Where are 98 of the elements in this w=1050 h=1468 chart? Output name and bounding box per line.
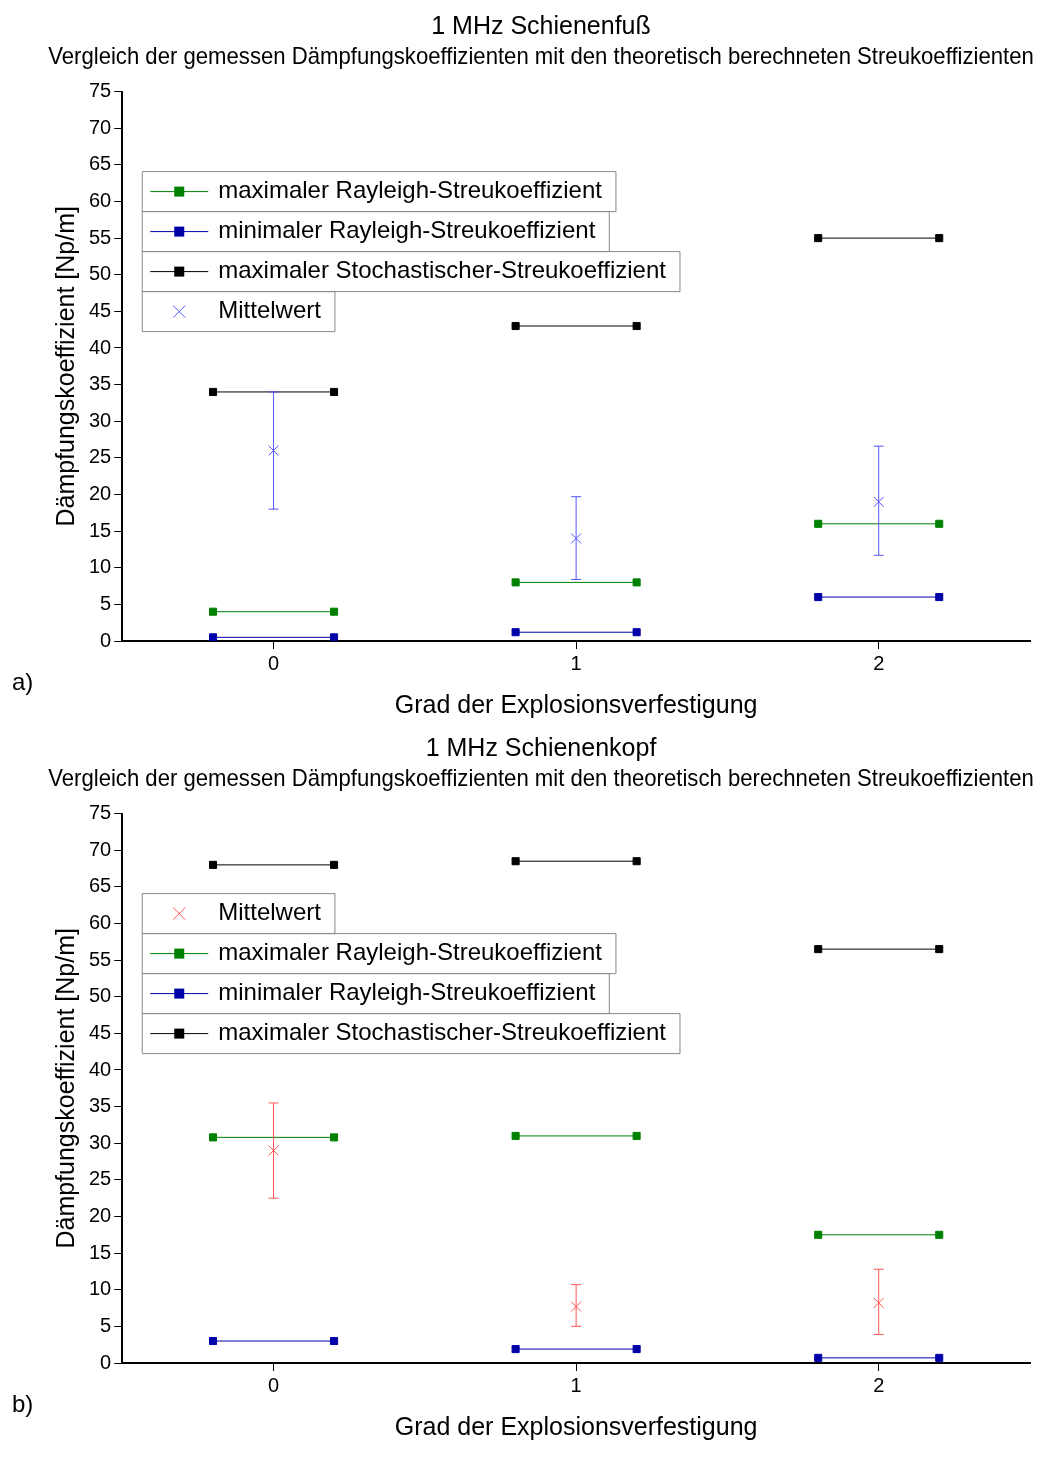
point [814, 593, 823, 602]
y-tick-label: 35 [89, 372, 112, 395]
point [511, 321, 520, 331]
y-tick-label: 40 [89, 335, 112, 358]
y-tick-label: 70 [89, 115, 112, 138]
point [935, 945, 944, 954]
point [208, 633, 218, 641]
y-tick-label: 30 [89, 408, 112, 431]
point [814, 1230, 823, 1239]
point [330, 387, 339, 396]
y-tick-label: 5 [100, 1313, 112, 1336]
y-tick-label: 20 [89, 1204, 112, 1227]
x-tick-label: 0 [267, 651, 280, 674]
chart-subtitle: Vergleich der gemessen Dämpfungskoeffizienten mit den theoretisch berechneten Streukoeffizienten [48, 765, 1034, 792]
y-tick-label: 70 [89, 837, 112, 860]
point [268, 1145, 279, 1157]
y-tick-label: 65 [89, 152, 112, 175]
x-tick-label: 2 [873, 651, 885, 674]
y-tick-label: 10 [89, 1277, 112, 1300]
point [511, 1131, 520, 1140]
x-axis-title: Grad der Explosionsverfestigung [394, 1411, 758, 1440]
legend-label: maximaler Stochastischer-Streukoeffizient [218, 1018, 667, 1046]
point [511, 578, 520, 587]
point [873, 496, 885, 508]
y-tick-label: 20 [89, 482, 112, 505]
point [632, 1345, 641, 1354]
point [208, 387, 218, 396]
x-axis-title: Grad der Explosionsverfestigung [394, 689, 758, 718]
chart-title: 1 MHz Schienenkopf [425, 732, 657, 761]
point [208, 860, 218, 869]
chart-title: 1 MHz Schienenfuß [431, 10, 651, 39]
y-tick-label: 30 [89, 1130, 112, 1153]
point [570, 1301, 582, 1313]
y-tick-label: 15 [89, 518, 112, 541]
point [511, 1345, 520, 1354]
point [814, 945, 823, 954]
y-tick-label: 25 [89, 445, 112, 468]
y-tick-label: 55 [89, 225, 112, 248]
legend-label: maximaler Rayleigh-Streukoeffizient [218, 176, 603, 204]
y-axis-title: Dämpfungskoeffizient [Np/m] [50, 206, 79, 527]
point [632, 578, 641, 587]
x-tick-label: 1 [570, 651, 582, 674]
point [814, 519, 823, 528]
point [632, 857, 641, 866]
y-tick-label: 35 [89, 1094, 112, 1117]
y-tick-label: 5 [100, 591, 112, 614]
y-tick-label: 50 [89, 984, 112, 1007]
text: b) [12, 1389, 34, 1417]
legend-label: minimaler Rayleigh-Streukoeffizient [218, 216, 596, 244]
point [632, 1131, 641, 1140]
point [511, 628, 520, 637]
x-tick-label: 0 [267, 1373, 280, 1396]
y-tick-label: 45 [89, 1020, 112, 1043]
y-tick-label: 10 [89, 555, 112, 578]
point [208, 1336, 218, 1346]
legend-label: Mittelwert [218, 296, 322, 324]
legend-label: Mittelwert [218, 898, 322, 926]
legend-label: minimaler Rayleigh-Streukoeffizient [218, 978, 596, 1006]
point [208, 1133, 218, 1142]
x-tick-label: 2 [873, 1373, 885, 1396]
point [935, 1353, 944, 1362]
point [632, 321, 641, 331]
point [330, 1133, 339, 1142]
y-tick-label: 55 [89, 947, 112, 970]
point [632, 628, 641, 637]
point [570, 533, 582, 544]
y-tick-label: 50 [89, 262, 112, 285]
point [511, 857, 520, 866]
y-tick-label: 60 [89, 189, 112, 211]
point [935, 1230, 944, 1239]
point [935, 234, 944, 243]
point [935, 593, 944, 602]
y-tick-label: 15 [89, 1240, 112, 1263]
point [208, 607, 218, 616]
point [330, 607, 339, 616]
y-tick-label: 75 [89, 801, 112, 824]
point [268, 445, 279, 456]
point [873, 1297, 885, 1309]
x-tick-label: 1 [570, 1373, 582, 1396]
y-tick-label: 60 [89, 911, 112, 933]
legend-label: maximaler Rayleigh-Streukoeffizient [218, 938, 603, 966]
y-tick-label: 0 [100, 628, 112, 651]
point [814, 234, 823, 243]
legend-label: maximaler Stochastischer-Streukoeffizient [218, 256, 667, 284]
y-tick-label: 65 [89, 874, 112, 897]
text: a) [12, 667, 34, 695]
point [814, 1353, 823, 1362]
point [935, 519, 944, 528]
point [330, 633, 339, 641]
point [330, 1336, 339, 1346]
y-tick-label: 45 [89, 298, 112, 321]
y-tick-label: 0 [100, 1350, 112, 1373]
chart-subtitle: Vergleich der gemessen Dämpfungskoeffizienten mit den theoretisch berechneten Streukoeffizienten [48, 43, 1034, 70]
point [330, 860, 339, 869]
y-tick-label: 40 [89, 1057, 112, 1080]
y-axis-title: Dämpfungskoeffizient [Np/m] [50, 928, 79, 1249]
y-tick-label: 25 [89, 1167, 112, 1190]
y-tick-label: 75 [89, 79, 112, 102]
